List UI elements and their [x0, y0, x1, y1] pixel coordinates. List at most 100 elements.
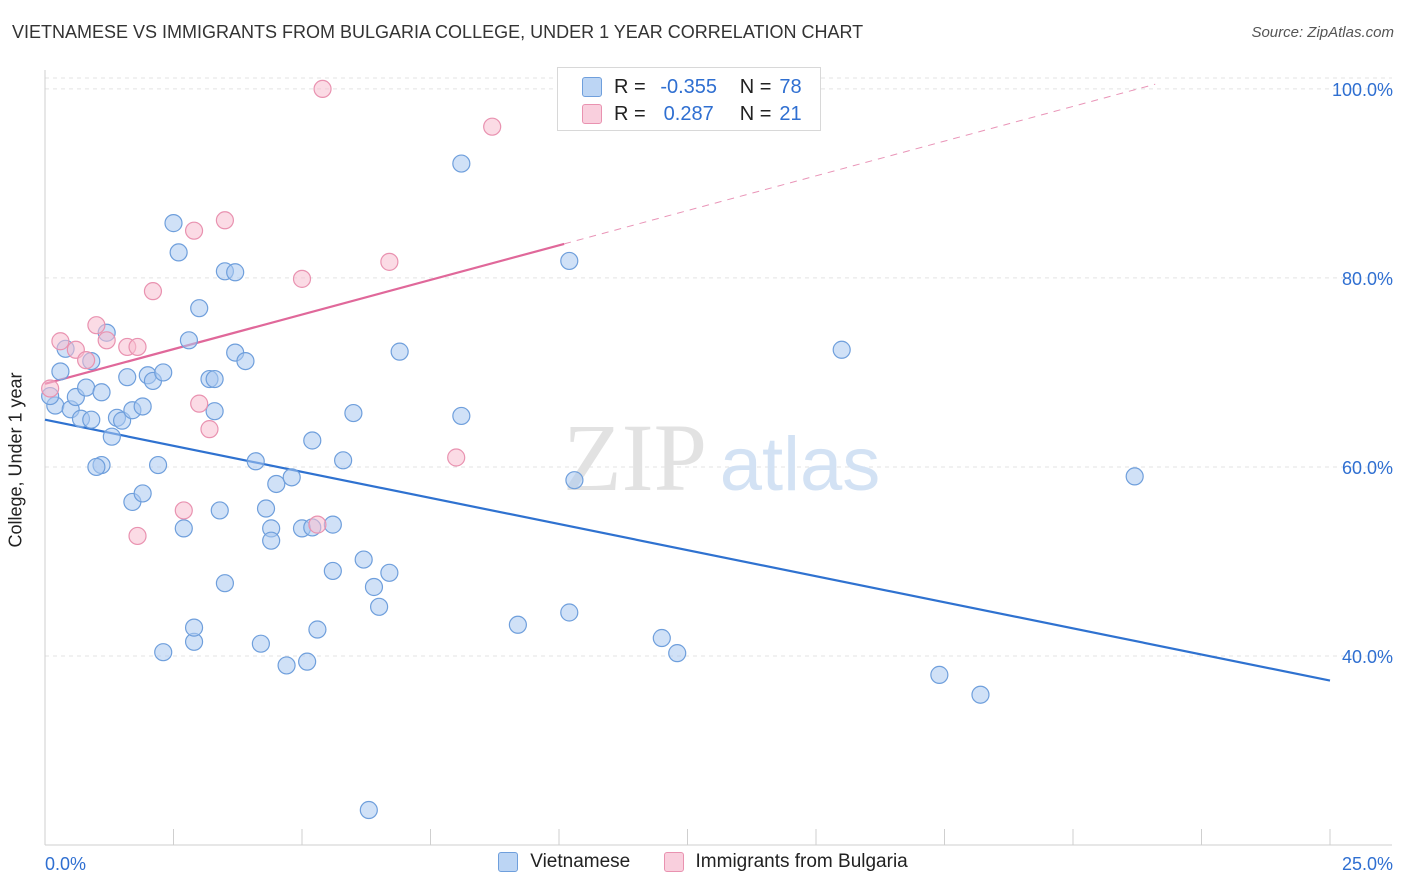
- point-vietnamese: [118, 368, 137, 387]
- point-vietnamese: [390, 342, 409, 361]
- point-vietnamese: [210, 501, 229, 520]
- point-bulgaria: [77, 351, 96, 370]
- point-vietnamese: [277, 656, 296, 675]
- point-vietnamese: [215, 574, 234, 593]
- stats-legend: R = -0.355 N = 78 R = 0.287 N = 21: [557, 67, 821, 131]
- legend-swatch-bulgaria: [582, 104, 602, 124]
- point-vietnamese: [51, 362, 70, 381]
- trend-line-bulgaria: [44, 242, 565, 385]
- point-bulgaria: [200, 420, 219, 439]
- point-bulgaria: [174, 501, 193, 520]
- n-label: N =: [739, 102, 772, 125]
- n-value: 21: [779, 102, 802, 125]
- point-vietnamese: [205, 402, 224, 421]
- point-vietnamese: [205, 369, 224, 389]
- tick-labels: 40.0% 60.0% 80.0% 100.0% 0.0% 25.0%: [45, 80, 1393, 874]
- point-vietnamese: [267, 474, 286, 494]
- point-vietnamese: [174, 519, 193, 538]
- point-bulgaria: [447, 448, 466, 467]
- series-legend: Vietnamese Immigrants from Bulgaria: [0, 851, 1406, 878]
- point-vietnamese: [154, 363, 173, 382]
- point-bulgaria: [380, 252, 399, 271]
- point-vietnamese: [652, 628, 671, 648]
- point-vietnamese: [246, 452, 265, 471]
- point-vietnamese: [359, 800, 378, 820]
- point-bulgaria: [97, 331, 116, 350]
- point-vietnamese: [323, 515, 342, 534]
- data-points: [41, 79, 1144, 820]
- point-vietnamese: [77, 378, 96, 397]
- point-bulgaria: [308, 515, 327, 534]
- point-vietnamese: [560, 603, 579, 622]
- point-vietnamese: [298, 652, 317, 671]
- point-bulgaria: [184, 221, 204, 240]
- point-vietnamese: [1125, 467, 1144, 486]
- point-vietnamese: [344, 403, 363, 423]
- point-vietnamese: [560, 251, 579, 271]
- chart-title: VIETNAMESE VS IMMIGRANTS FROM BULGARIA C…: [12, 22, 864, 42]
- legend-swatch-vietnamese: [582, 77, 602, 97]
- stats-row-bulgaria: R = 0.287 N = 21: [582, 100, 802, 128]
- watermark-zip: ZIP: [563, 404, 707, 511]
- point-vietnamese: [303, 431, 322, 450]
- y-axis-label: College, Under 1 year: [5, 372, 26, 548]
- point-vietnamese: [262, 531, 281, 550]
- point-vietnamese: [169, 243, 188, 262]
- point-vietnamese: [370, 597, 389, 616]
- point-bulgaria: [41, 379, 60, 398]
- legend-swatch-bulgaria: [663, 852, 684, 872]
- point-bulgaria: [87, 316, 106, 335]
- point-vietnamese: [354, 550, 373, 569]
- legend-item-bulgaria[interactable]: Immigrants from Bulgaria: [663, 851, 908, 873]
- point-vietnamese: [668, 644, 687, 663]
- point-bulgaria: [190, 394, 209, 413]
- point-vietnamese: [256, 499, 276, 518]
- point-vietnamese: [334, 451, 353, 470]
- y-tick-label: 60.0%: [1342, 458, 1393, 478]
- point-vietnamese: [92, 383, 111, 402]
- trend-line-extension: [564, 83, 1156, 245]
- point-vietnamese: [930, 665, 949, 684]
- axes: [44, 70, 1392, 846]
- point-vietnamese: [102, 427, 121, 446]
- point-vietnamese: [323, 561, 342, 581]
- point-bulgaria: [143, 282, 163, 301]
- point-bulgaria: [128, 337, 147, 357]
- point-vietnamese: [226, 263, 245, 282]
- x-tick-label-min: 0.0%: [45, 854, 86, 874]
- legend-item-vietnamese[interactable]: Vietnamese: [498, 851, 630, 873]
- source-credit: Source: ZipAtlas.com: [1251, 24, 1394, 41]
- legend-label: Immigrants from Bulgaria: [695, 851, 908, 872]
- n-value: 78: [779, 75, 802, 98]
- point-vietnamese: [971, 685, 990, 704]
- point-vietnamese: [282, 468, 301, 487]
- point-vietnamese: [154, 643, 173, 662]
- y-tick-label: 40.0%: [1342, 647, 1393, 667]
- point-bulgaria: [215, 211, 234, 230]
- point-vietnamese: [87, 457, 106, 477]
- point-vietnamese: [380, 563, 399, 582]
- r-value: -0.355: [660, 75, 718, 98]
- point-bulgaria: [292, 269, 312, 288]
- point-vietnamese: [133, 484, 152, 503]
- n-label: N =: [739, 75, 772, 98]
- r-label: R =: [614, 75, 646, 98]
- point-vietnamese: [565, 471, 584, 490]
- point-vietnamese: [832, 340, 851, 359]
- point-vietnamese: [133, 397, 152, 416]
- point-bulgaria: [128, 526, 147, 546]
- point-vietnamese: [508, 615, 527, 634]
- y-tick-label: 100.0%: [1332, 80, 1393, 100]
- watermark-atlas: atlas: [720, 422, 881, 507]
- point-vietnamese: [452, 406, 471, 426]
- point-bulgaria: [483, 117, 502, 136]
- point-vietnamese: [364, 577, 384, 597]
- r-label: R =: [614, 102, 646, 125]
- point-vietnamese: [190, 299, 209, 318]
- trend-lines: [44, 83, 1331, 682]
- x-tick-label-max: 25.0%: [1342, 854, 1393, 874]
- point-vietnamese: [308, 620, 327, 639]
- point-vietnamese: [452, 154, 471, 173]
- point-vietnamese: [179, 331, 199, 350]
